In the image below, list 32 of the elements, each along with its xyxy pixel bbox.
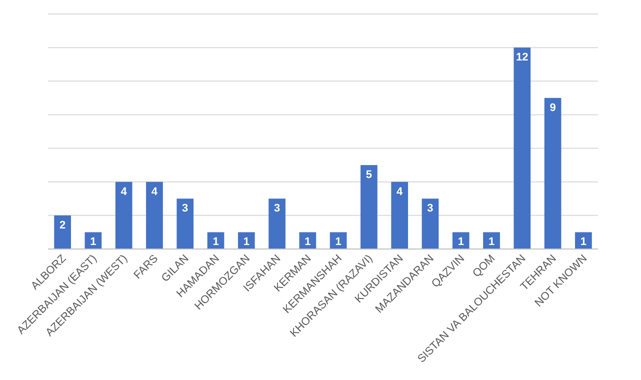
data-label: 5 — [366, 169, 372, 182]
bar — [544, 98, 562, 249]
data-label: 1 — [90, 236, 96, 248]
bar — [176, 198, 194, 249]
bar — [391, 182, 408, 249]
data-label: 1 — [212, 236, 219, 248]
bar — [514, 48, 531, 249]
data-label: 1 — [458, 236, 464, 248]
data-label: 4 — [396, 186, 404, 198]
bar — [575, 232, 592, 249]
data-label: 4 — [120, 186, 128, 198]
bar — [238, 232, 255, 249]
data-label: 4 — [151, 186, 158, 198]
bar — [483, 232, 500, 249]
data-label: 1 — [580, 236, 587, 248]
data-label: 3 — [274, 202, 280, 215]
bar — [146, 182, 163, 249]
bar — [115, 182, 132, 249]
bar — [452, 232, 470, 249]
data-label: 12 — [516, 52, 528, 64]
data-label: 1 — [335, 236, 342, 248]
bar — [268, 198, 286, 249]
bar — [360, 165, 378, 249]
data-label: 1 — [488, 236, 495, 248]
data-label: 9 — [550, 102, 556, 114]
bar — [422, 198, 439, 249]
data-label: 1 — [304, 236, 311, 248]
data-label: 2 — [59, 219, 66, 232]
data-label: 1 — [243, 236, 250, 248]
data-label: 3 — [182, 202, 188, 215]
data-label: 3 — [427, 202, 434, 215]
bar — [54, 215, 71, 249]
